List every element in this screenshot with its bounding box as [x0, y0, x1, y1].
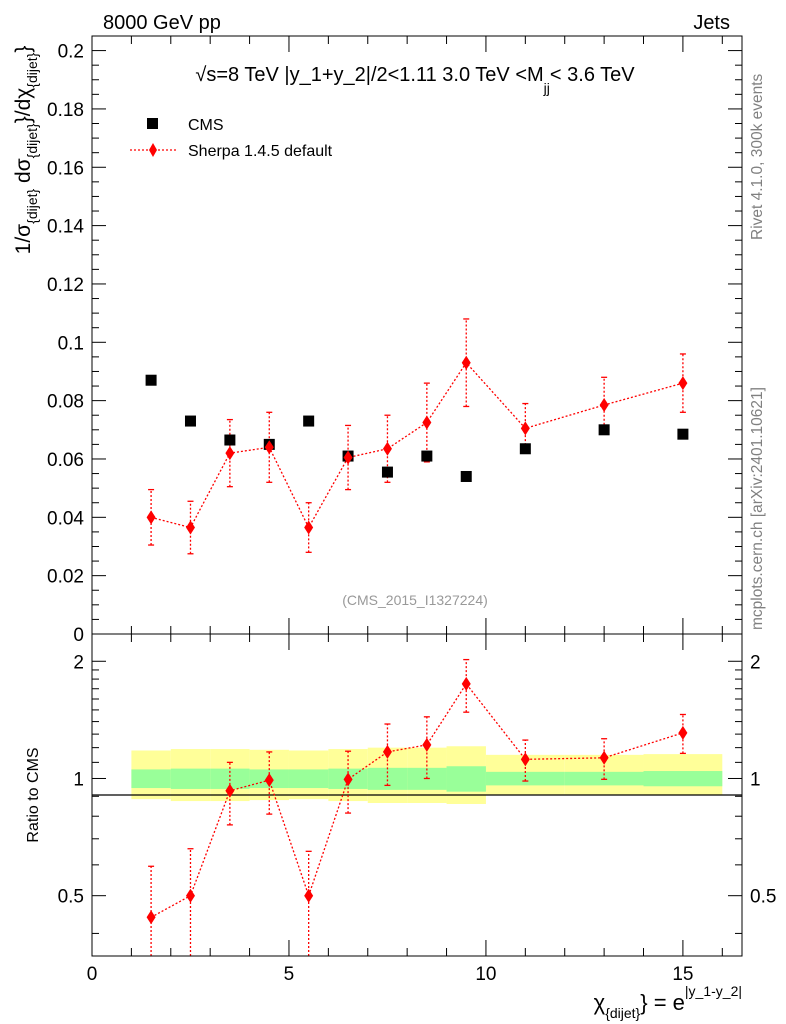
main-ytick-label: 0 [73, 625, 84, 646]
legend-sherpa-label: Sherpa 1.4.5 default [188, 143, 333, 160]
sherpa-point [461, 355, 471, 370]
stat-uncertainty-band [485, 771, 565, 786]
ratio-point [185, 888, 195, 903]
ratio-point [520, 752, 530, 767]
ratio-xtick-label: 15 [672, 964, 693, 985]
cms-point [460, 470, 472, 482]
main-ytick-label: 0.12 [47, 275, 84, 296]
ratio-ytick-label-right: 1 [750, 769, 761, 790]
stat-uncertainty-band [643, 771, 723, 787]
ratio-point [146, 910, 156, 925]
ratio-point [343, 772, 353, 787]
main-plot-marks [145, 318, 689, 555]
sherpa-point [520, 421, 530, 436]
legend-cms-marker [147, 118, 158, 129]
cms-point [677, 428, 689, 440]
stat-uncertainty-band [288, 769, 329, 789]
sherpa-point [599, 398, 609, 413]
cms-point [224, 434, 236, 446]
ratio-ylabel: Ratio to CMS [25, 747, 42, 842]
ratio-xtick-label: 10 [475, 964, 496, 985]
ratio-point [382, 744, 392, 759]
main-ytick-label: 0.16 [47, 158, 84, 179]
ratio-panel: 0.5 0.5 1 1 2 2 0 5 10 15 Ratio to CMS χ{dijet}} … [25, 633, 776, 1021]
main-ytick-label: 0.1 [58, 333, 84, 354]
stat-uncertainty-band [367, 767, 408, 790]
stat-uncertainty-band [210, 768, 250, 789]
sherpa-point [422, 415, 432, 430]
ratio-ytick-label: 0.5 [58, 887, 84, 908]
cms-point [421, 450, 433, 462]
ratio-point [264, 773, 274, 788]
ratio-plot-marks [146, 658, 688, 956]
ratio-line [150, 682, 684, 918]
ratio-ytick-label: 2 [73, 652, 84, 673]
main-axis-ticks: 0 0.02 0.04 0.06 0.08 0.1 0.12 0.14 0.16 0.18 0.2 [47, 36, 742, 646]
ratio-ytick-label: 1 [73, 769, 84, 790]
sherpa-point [146, 510, 156, 525]
ratio-uncertainty-bands [131, 746, 723, 804]
ratio-point [461, 676, 471, 691]
legend-sherpa-marker [149, 143, 157, 157]
ratio-point [422, 737, 432, 752]
main-ylabel: 1/σ{dijet} dσ{dijet}}/dχ{dijet}} [12, 46, 40, 255]
ratio-point [599, 750, 609, 765]
rivet-label: Rivet 4.1.0, 300k events [749, 73, 766, 240]
mcplots-label: mcplots.cern.ch [arXiv:2401.10621] [749, 387, 766, 630]
cms-point [381, 466, 393, 478]
legend-cms-label: CMS [188, 117, 224, 134]
ratio-frame [91, 633, 743, 957]
stat-uncertainty-band [131, 769, 171, 789]
stat-uncertainty-band [446, 766, 486, 792]
cms-point [303, 415, 315, 427]
sherpa-point [185, 520, 195, 535]
cms-point [184, 415, 196, 427]
main-panel: 00.020.040.060.080.10.120.140.160.180.2 … [12, 35, 743, 646]
main-ytick-label: 0.08 [47, 392, 84, 413]
ratio-xtick-label: 0 [87, 964, 98, 985]
ratio-xtick-label: 5 [284, 964, 295, 985]
ratio-point [304, 888, 314, 903]
legend: CMS Sherpa 1.4.5 default [130, 117, 333, 160]
main-ytick-label: 0.14 [47, 217, 84, 238]
analysis-watermark: (CMS_2015_I1327224) [342, 592, 488, 608]
header-left: 8000 GeV pp [103, 12, 221, 34]
ratio-point [678, 725, 688, 740]
ratio-ytick-label-right: 2 [750, 652, 761, 673]
main-ytick-label: 0.2 [58, 42, 84, 63]
sherpa-point [382, 441, 392, 456]
sherpa-point [304, 520, 314, 535]
main-title: √s=8 TeV |y_1+y_2|/2<1.11 3.0 TeV <Mjj< … [195, 64, 635, 96]
stat-uncertainty-band [170, 768, 211, 789]
main-ytick-label: 0.02 [47, 567, 84, 588]
sherpa-point [678, 376, 688, 391]
main-ytick-label: 0.18 [47, 100, 84, 121]
main-ytick-label: 0.04 [47, 508, 84, 529]
cms-point [519, 443, 531, 455]
header-right: Jets [693, 12, 730, 34]
sherpa-point [225, 446, 235, 461]
ratio-axis-ticks: 0.5 0.5 1 1 2 2 0 5 10 15 [58, 634, 776, 985]
cms-point [598, 424, 610, 436]
sherpa-point [343, 450, 353, 465]
ratio-point [225, 783, 235, 798]
ratio-xlabel: χ{dijet}} = e|y_1-y_2| [594, 983, 742, 1021]
main-ytick-label: 0.06 [47, 450, 84, 471]
ratio-ytick-label-right: 0.5 [750, 887, 776, 908]
sherpa-point [264, 440, 274, 455]
cms-point [145, 374, 157, 386]
